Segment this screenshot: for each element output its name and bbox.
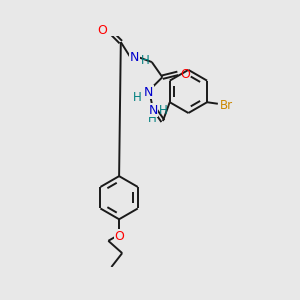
- Text: H: H: [141, 54, 149, 67]
- Text: H: H: [133, 91, 142, 104]
- Text: O: O: [114, 230, 124, 243]
- Text: Br: Br: [219, 99, 232, 112]
- Text: O: O: [97, 24, 107, 37]
- Text: N: N: [144, 86, 154, 99]
- Text: O: O: [180, 68, 190, 81]
- Text: N: N: [148, 104, 158, 117]
- Text: N: N: [130, 51, 139, 64]
- Text: H: H: [159, 104, 168, 117]
- Text: H: H: [148, 112, 157, 125]
